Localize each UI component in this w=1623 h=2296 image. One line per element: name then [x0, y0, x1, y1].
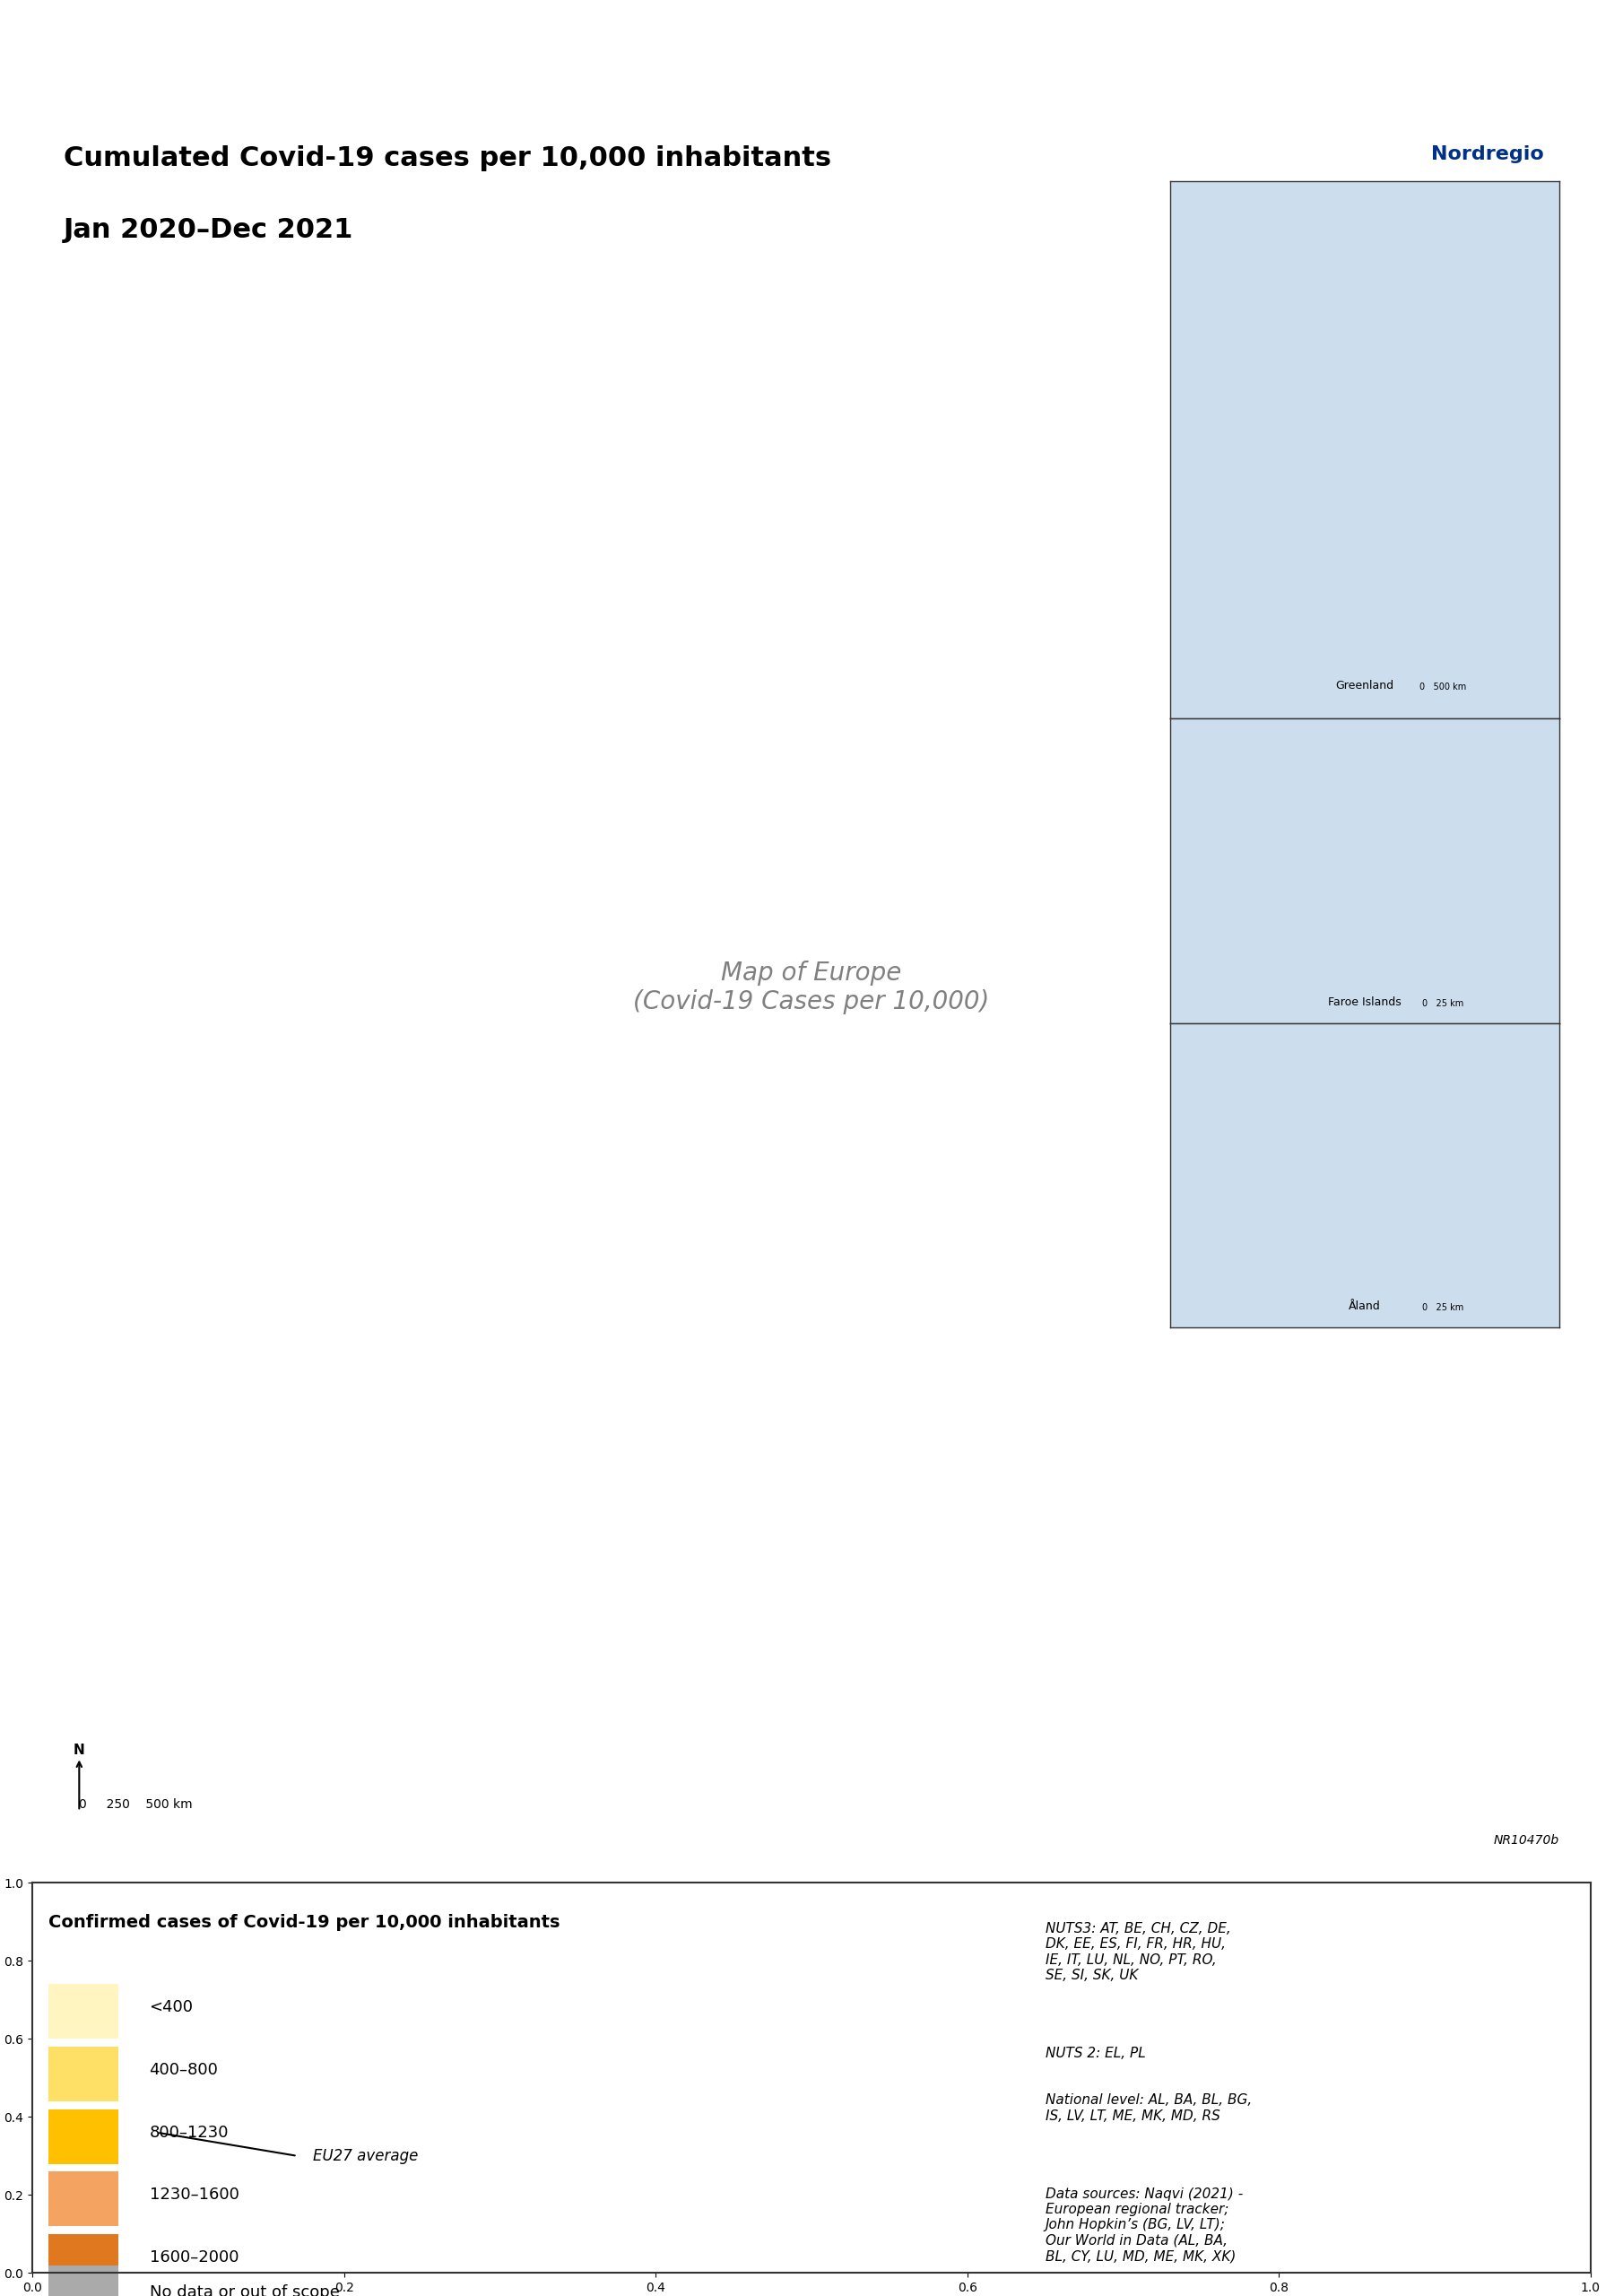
Text: 1600–2000: 1600–2000: [149, 2250, 239, 2266]
Bar: [49, 2266, 118, 2296]
Text: Greenland: Greenland: [1336, 680, 1394, 691]
Text: 0   25 km: 0 25 km: [1422, 1304, 1464, 1313]
Text: <400: <400: [149, 2000, 193, 2016]
Text: Nordregio: Nordregio: [1431, 145, 1543, 163]
Text: NR10470b: NR10470b: [1493, 1835, 1560, 1846]
Bar: [49, 2234, 118, 2289]
Text: Confirmed cases of Covid-19 per 10,000 inhabitants: Confirmed cases of Covid-19 per 10,000 i…: [49, 1915, 560, 1931]
Text: EU27 average: EU27 average: [313, 2147, 419, 2165]
Text: NUTS3: AT, BE, CH, CZ, DE,
DK, EE, ES, FI, FR, HR, HU,
IE, IT, LU, NL, NO, PT, R: NUTS3: AT, BE, CH, CZ, DE, DK, EE, ES, F…: [1045, 1922, 1230, 1981]
Bar: [49, 1984, 118, 2039]
Text: 400–800: 400–800: [149, 2062, 217, 2078]
Text: 1230–1600: 1230–1600: [149, 2186, 239, 2204]
Text: National level: AL, BA, BL, BG,
IS, LV, LT, ME, MK, MD, RS: National level: AL, BA, BL, BG, IS, LV, …: [1045, 2094, 1251, 2122]
Text: Jan 2020–Dec 2021: Jan 2020–Dec 2021: [63, 218, 354, 243]
Text: 0     250    500 km: 0 250 500 km: [80, 1798, 193, 1812]
Text: No data or out of scope: No data or out of scope: [149, 2285, 339, 2296]
Text: Cumulated Covid-19 cases per 10,000 inhabitants: Cumulated Covid-19 cases per 10,000 inha…: [63, 145, 831, 172]
Bar: [49, 2172, 118, 2227]
Text: Faroe Islands: Faroe Islands: [1328, 996, 1401, 1008]
Bar: [49, 2110, 118, 2163]
Text: Åland: Åland: [1349, 1300, 1381, 1313]
Text: 0   500 km: 0 500 km: [1419, 682, 1466, 691]
Bar: [49, 2046, 118, 2101]
Text: NUTS 2: EL, PL: NUTS 2: EL, PL: [1045, 2046, 1146, 2060]
Text: Data sources: Naqvi (2021) -
European regional tracker;
John Hopkin’s (BG, LV, L: Data sources: Naqvi (2021) - European re…: [1045, 2188, 1243, 2264]
Text: Map of Europe
(Covid-19 Cases per 10,000): Map of Europe (Covid-19 Cases per 10,000…: [633, 960, 990, 1015]
Text: 800–1230: 800–1230: [149, 2124, 229, 2140]
Text: N: N: [73, 1745, 84, 1756]
Text: 0   25 km: 0 25 km: [1422, 999, 1464, 1008]
